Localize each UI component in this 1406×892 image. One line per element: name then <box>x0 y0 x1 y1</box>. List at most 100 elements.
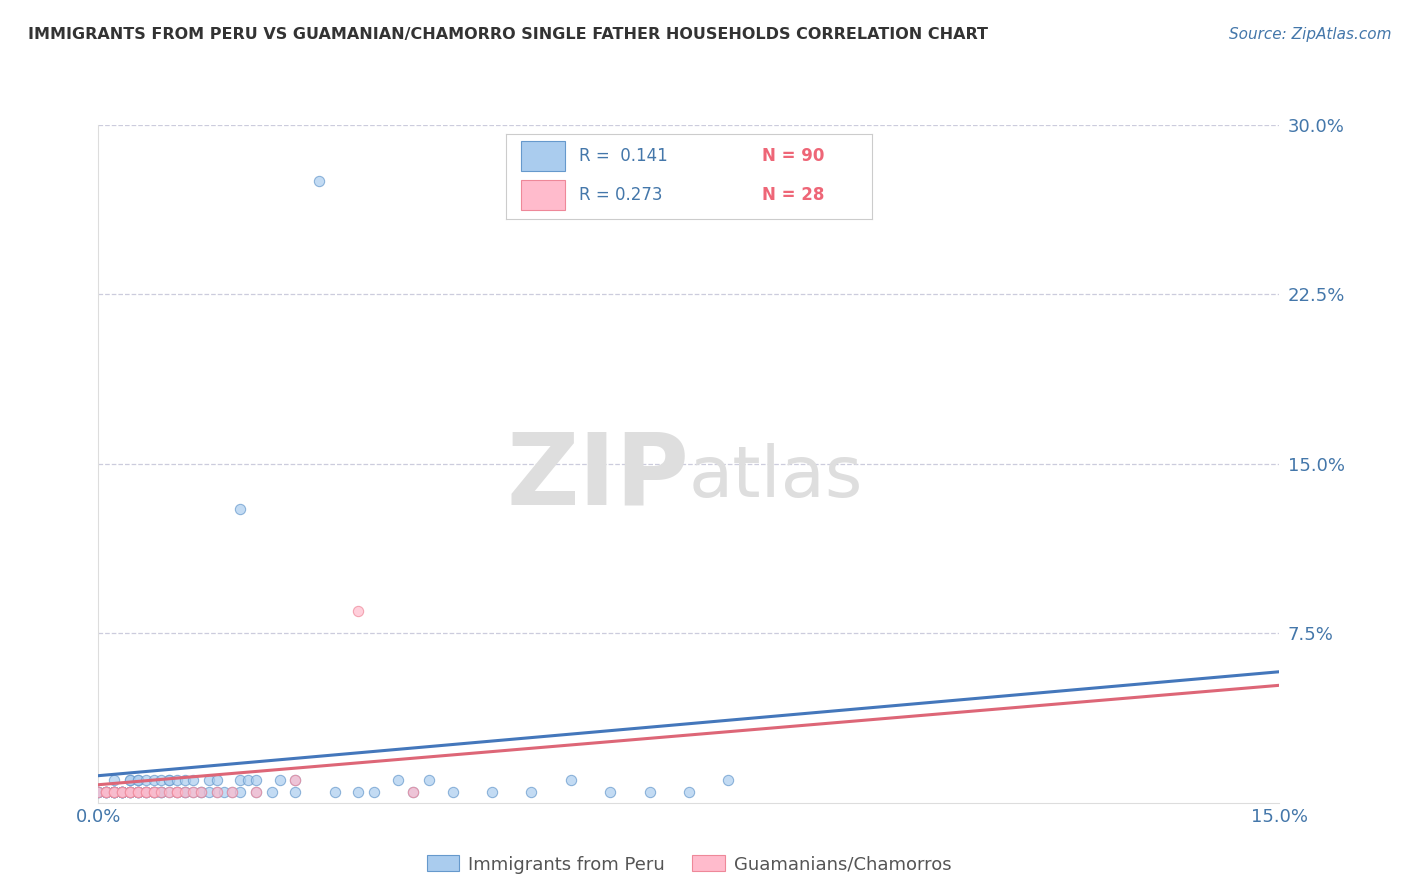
Point <box>402 784 425 798</box>
Point <box>111 784 134 798</box>
Point <box>323 784 346 798</box>
Point <box>181 773 204 788</box>
Point <box>347 604 370 618</box>
Point <box>157 773 180 788</box>
Point <box>87 784 110 798</box>
Text: N = 90: N = 90 <box>762 147 824 165</box>
Point <box>150 773 173 788</box>
Text: IMMIGRANTS FROM PERU VS GUAMANIAN/CHAMORRO SINGLE FATHER HOUSEHOLDS CORRELATION : IMMIGRANTS FROM PERU VS GUAMANIAN/CHAMOR… <box>28 27 988 42</box>
Text: Source: ZipAtlas.com: Source: ZipAtlas.com <box>1229 27 1392 42</box>
Point <box>599 784 621 798</box>
Point <box>166 784 188 798</box>
Point <box>205 784 228 798</box>
Point <box>127 784 149 798</box>
Point <box>190 784 212 798</box>
Point <box>166 784 188 798</box>
Text: atlas: atlas <box>689 443 863 512</box>
Text: R = 0.273: R = 0.273 <box>579 186 662 203</box>
Bar <box>520 141 565 171</box>
Point <box>96 784 118 798</box>
Point <box>181 784 204 798</box>
Point <box>103 784 125 798</box>
Point <box>205 784 228 798</box>
Point <box>174 784 197 798</box>
Point <box>387 773 409 788</box>
Point <box>221 784 243 798</box>
Point <box>103 784 125 798</box>
Point <box>260 784 283 798</box>
Point <box>127 784 149 798</box>
Point <box>96 784 118 798</box>
Point <box>229 773 252 788</box>
Point <box>205 773 228 788</box>
Point <box>717 773 740 788</box>
Text: N = 28: N = 28 <box>762 186 824 203</box>
Point <box>103 784 125 798</box>
Point <box>221 784 243 798</box>
Point <box>638 784 661 798</box>
Point <box>118 773 141 788</box>
Point <box>269 773 291 788</box>
Point <box>135 784 157 798</box>
Point <box>103 784 125 798</box>
Point <box>441 784 464 798</box>
Point <box>284 784 307 798</box>
Point <box>111 784 134 798</box>
Point <box>142 773 165 788</box>
Point <box>142 784 165 798</box>
Point <box>135 773 157 788</box>
Point <box>142 784 165 798</box>
Point <box>150 784 173 798</box>
Point <box>174 784 197 798</box>
Point <box>127 784 149 798</box>
Point <box>135 784 157 798</box>
Point <box>96 784 118 798</box>
Point <box>118 784 141 798</box>
Point <box>111 784 134 798</box>
Point <box>127 773 149 788</box>
Point <box>127 784 149 798</box>
Point <box>142 784 165 798</box>
Point <box>96 784 118 798</box>
Legend: Immigrants from Peru, Guamanians/Chamorros: Immigrants from Peru, Guamanians/Chamorr… <box>419 848 959 880</box>
Point <box>87 784 110 798</box>
Point <box>190 784 212 798</box>
Point <box>284 773 307 788</box>
Point <box>111 784 134 798</box>
Point <box>229 784 252 798</box>
Point <box>181 784 204 798</box>
Point <box>127 784 149 798</box>
Point <box>363 784 385 798</box>
Point <box>96 784 118 798</box>
Point <box>236 773 259 788</box>
Point <box>150 784 173 798</box>
Point <box>560 773 582 788</box>
Point <box>402 784 425 798</box>
Point <box>150 784 173 798</box>
Point <box>245 784 267 798</box>
Point <box>308 174 330 188</box>
Point <box>245 784 267 798</box>
Text: R =  0.141: R = 0.141 <box>579 147 668 165</box>
Point <box>142 784 165 798</box>
Point <box>111 784 134 798</box>
Point <box>118 784 141 798</box>
Point <box>166 784 188 798</box>
Point <box>103 784 125 798</box>
Point <box>190 784 212 798</box>
Point <box>111 784 134 798</box>
Point <box>347 784 370 798</box>
Point <box>103 784 125 798</box>
Point <box>87 784 110 798</box>
Point <box>135 784 157 798</box>
Point <box>118 784 141 798</box>
Point <box>418 773 440 788</box>
Point <box>135 784 157 798</box>
Point <box>127 773 149 788</box>
Point <box>96 784 118 798</box>
Point <box>127 784 149 798</box>
Point <box>111 784 134 798</box>
Point <box>197 773 219 788</box>
Point <box>520 784 543 798</box>
Point <box>118 784 141 798</box>
